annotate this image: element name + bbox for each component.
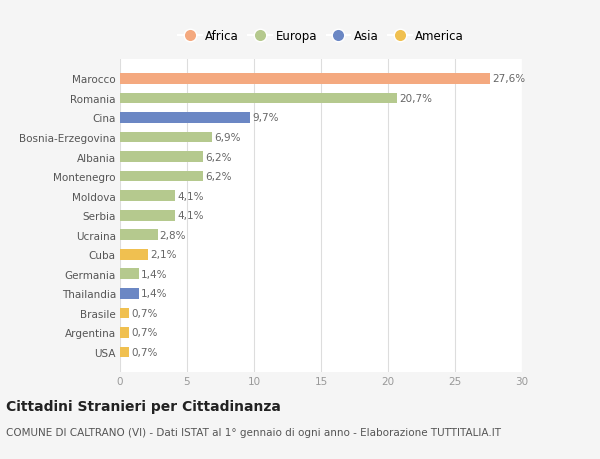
- Text: 2,8%: 2,8%: [160, 230, 186, 240]
- Text: 9,7%: 9,7%: [252, 113, 278, 123]
- Text: 1,4%: 1,4%: [141, 269, 167, 279]
- Bar: [120, 152, 203, 162]
- Bar: [120, 230, 158, 241]
- Text: Cittadini Stranieri per Cittadinanza: Cittadini Stranieri per Cittadinanza: [6, 399, 281, 413]
- Bar: [120, 93, 397, 104]
- Bar: [120, 269, 139, 280]
- Bar: [120, 74, 490, 84]
- Text: COMUNE DI CALTRANO (VI) - Dati ISTAT al 1° gennaio di ogni anno - Elaborazione T: COMUNE DI CALTRANO (VI) - Dati ISTAT al …: [6, 427, 501, 437]
- Text: 6,2%: 6,2%: [205, 172, 232, 182]
- Bar: [120, 132, 212, 143]
- Text: 20,7%: 20,7%: [400, 94, 433, 104]
- Text: 6,9%: 6,9%: [214, 133, 241, 143]
- Bar: [120, 171, 203, 182]
- Bar: [120, 113, 250, 123]
- Bar: [120, 288, 139, 299]
- Text: 0,7%: 0,7%: [131, 308, 158, 318]
- Bar: [120, 347, 130, 358]
- Bar: [120, 210, 175, 221]
- Bar: [120, 308, 130, 319]
- Bar: [120, 327, 130, 338]
- Legend: Africa, Europa, Asia, America: Africa, Europa, Asia, America: [173, 25, 469, 47]
- Text: 4,1%: 4,1%: [177, 211, 203, 221]
- Text: 6,2%: 6,2%: [205, 152, 232, 162]
- Text: 27,6%: 27,6%: [492, 74, 525, 84]
- Bar: [120, 249, 148, 260]
- Text: 4,1%: 4,1%: [177, 191, 203, 201]
- Text: 0,7%: 0,7%: [131, 347, 158, 357]
- Bar: [120, 191, 175, 202]
- Text: 0,7%: 0,7%: [131, 328, 158, 338]
- Text: 2,1%: 2,1%: [150, 250, 176, 260]
- Text: 1,4%: 1,4%: [141, 289, 167, 299]
